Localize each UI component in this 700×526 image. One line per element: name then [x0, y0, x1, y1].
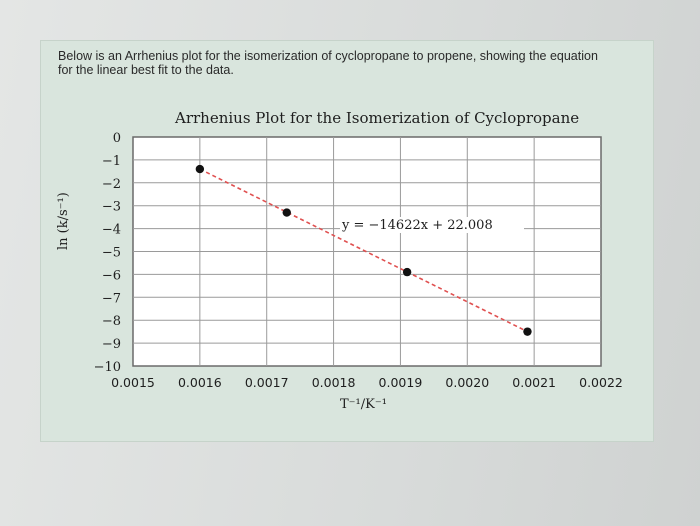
data-point: [402, 267, 412, 277]
y-tick-label: −7: [102, 291, 121, 306]
y-tick-label: −1: [102, 154, 121, 169]
y-tick-label: −9: [102, 337, 121, 352]
x-tick-label: 0.0021: [512, 375, 556, 390]
y-tick-label: −5: [102, 246, 121, 261]
y-tick-label: −8: [102, 314, 121, 329]
x-axis-label: T⁻¹/K⁻¹: [340, 397, 387, 412]
data-point: [282, 208, 291, 217]
y-tick-label: −6: [102, 268, 121, 283]
question-line-1: Below is an Arrhenius plot for the isome…: [58, 49, 598, 63]
fit-equation-label: y = −14622x + 22.008: [341, 218, 493, 233]
x-tick-label: 0.0016: [178, 375, 222, 390]
equation-background: [340, 217, 524, 233]
y-tick-label: 0: [113, 131, 121, 146]
y-tick-label: −3: [102, 200, 121, 215]
y-tick-label: −4: [102, 223, 121, 238]
x-tick-label: 0.0020: [445, 375, 489, 390]
x-tick-label: 0.0015: [111, 375, 155, 390]
chart-title: Arrhenius Plot for the Isomerization of …: [175, 109, 580, 127]
fit-line: [199, 168, 528, 333]
y-axis-label: ln (k/s⁻¹): [56, 192, 71, 250]
x-tick-label: 0.0018: [312, 375, 356, 390]
data-point: [523, 327, 532, 336]
x-tick-label: 0.0022: [579, 375, 623, 390]
data-point: [195, 164, 205, 174]
y-tick-label: −2: [102, 177, 121, 192]
x-tick-label: 0.0019: [379, 375, 423, 390]
question-line-2: for the linear best fit to the data.: [58, 63, 234, 77]
question-text: Below is an Arrhenius plot for the isome…: [58, 49, 648, 77]
x-tick-label: 0.0017: [245, 375, 289, 390]
y-tick-label: −10: [94, 360, 121, 375]
